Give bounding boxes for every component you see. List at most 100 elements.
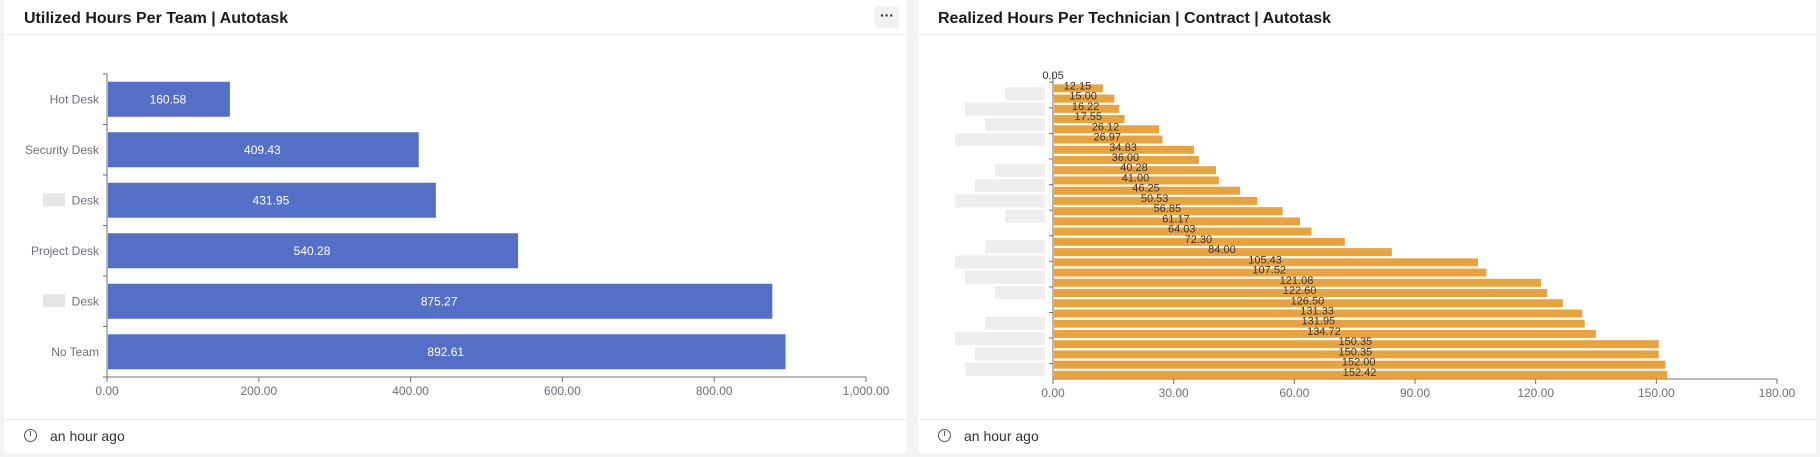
- bar-value-label: 84.00: [1208, 244, 1236, 256]
- bar: [108, 132, 419, 168]
- redacted-label-block: [985, 240, 1045, 254]
- bar: [1054, 145, 1195, 154]
- last-updated: an hour ago: [50, 428, 125, 444]
- more-options-button[interactable]: ···: [875, 6, 899, 28]
- x-tick-label: 180.00: [1759, 386, 1796, 400]
- bar: [1054, 155, 1199, 164]
- bar-value-label: 409.43: [244, 143, 281, 157]
- redacted-label-block: [965, 362, 1045, 376]
- redacted-label-block: [965, 102, 1045, 116]
- redacted-label-block: [43, 294, 65, 308]
- bar: [108, 283, 773, 319]
- bar-value-label: 105.43: [1248, 254, 1282, 266]
- redacted-label-block: [975, 347, 1045, 361]
- bar-value-label: 152.00: [1342, 357, 1376, 369]
- bar: [1054, 207, 1283, 216]
- bar: [1054, 329, 1596, 338]
- bar-value-label: 892.61: [427, 345, 464, 359]
- bar: [1054, 217, 1301, 226]
- bar-value-label: 50.53: [1141, 193, 1169, 205]
- bar-value-label: 41.00: [1122, 172, 1150, 184]
- bar-value-label: 36.00: [1112, 152, 1140, 164]
- bar-value-label: 15.00: [1069, 91, 1097, 103]
- bar-value-label: 160.58: [150, 92, 187, 106]
- bar: [1054, 237, 1345, 246]
- bar: [1054, 248, 1392, 257]
- category-label: Desk: [72, 294, 100, 308]
- redacted-label-block: [1005, 209, 1045, 223]
- bar: [1054, 186, 1241, 195]
- bar: [108, 81, 230, 117]
- redacted-label-block: [955, 133, 1045, 147]
- panel-footer: an hour ago: [918, 419, 1816, 454]
- bar-value-label: 152.42: [1343, 367, 1377, 379]
- bar: [1054, 176, 1219, 185]
- x-tick-label: 1,000.00: [843, 384, 890, 398]
- panel-title: Realized Hours Per Technician | Contract…: [938, 10, 1332, 27]
- x-tick-label: 600.00: [544, 384, 581, 398]
- clock-icon: [938, 429, 951, 442]
- bar-value-label: 56.85: [1154, 203, 1182, 215]
- x-tick-label: 0.00: [1041, 386, 1065, 400]
- bar-value-label: 16.22: [1072, 101, 1100, 113]
- bar-value-label: 131.33: [1300, 305, 1334, 317]
- category-label: Security Desk: [25, 143, 100, 157]
- x-tick-label: 200.00: [240, 384, 277, 398]
- bar-value-label: 34.83: [1109, 142, 1137, 154]
- bar: [1054, 196, 1258, 205]
- x-tick-label: 800.00: [696, 384, 733, 398]
- x-tick-label: 400.00: [392, 384, 429, 398]
- bar: [1054, 319, 1585, 328]
- bar: [1054, 299, 1563, 308]
- x-tick-label: 60.00: [1279, 386, 1309, 400]
- bar: [1054, 289, 1548, 298]
- clock-icon: [24, 429, 37, 442]
- bar-value-label: 61.17: [1162, 213, 1190, 225]
- bar-value-label: 150.35: [1339, 346, 1373, 358]
- redacted-label-block: [965, 270, 1045, 284]
- category-label: Project Desk: [31, 244, 100, 258]
- category-label: No Team: [51, 345, 99, 359]
- x-tick-label: 30.00: [1159, 386, 1189, 400]
- category-label: Hot Desk: [50, 92, 100, 106]
- bar-value-label: 17.55: [1075, 111, 1103, 123]
- redacted-label-block: [985, 316, 1045, 330]
- bar: [1054, 125, 1160, 134]
- x-tick-label: 150.00: [1638, 386, 1675, 400]
- x-tick-label: 120.00: [1517, 386, 1554, 400]
- bar-value-label: 26.12: [1092, 121, 1120, 133]
- bar-value-label: 131.95: [1302, 316, 1336, 328]
- bar: [108, 182, 436, 218]
- redacted-label-block: [975, 179, 1045, 193]
- redacted-label-block: [985, 117, 1045, 131]
- x-tick-label: 0.00: [95, 384, 119, 398]
- bar-value-label: 40.28: [1120, 162, 1148, 174]
- bar-value-label: 121.08: [1280, 275, 1314, 287]
- panel-header: Utilized Hours Per Team | Autotask ···: [4, 0, 907, 35]
- bar-value-label: 64.03: [1168, 224, 1196, 236]
- bar-value-label: 107.52: [1252, 265, 1286, 277]
- bar: [108, 334, 786, 370]
- bar-value-label: 431.95: [253, 193, 290, 207]
- panel-footer: an hour ago: [4, 419, 907, 454]
- bar: [1054, 166, 1217, 175]
- bar: [1054, 309, 1583, 318]
- category-label: Desk: [72, 193, 100, 207]
- bar: [1054, 278, 1542, 287]
- team-hours-chart: 160.58 Hot Desk 409.43 Security Desk 431.95 D…: [25, 73, 890, 398]
- redacted-label-block: [43, 193, 65, 207]
- bar-value-label: 150.35: [1339, 336, 1373, 348]
- redacted-label-block: [955, 255, 1045, 269]
- realized-hours-panel: Realized Hours Per Technician | Contract…: [918, 0, 1816, 453]
- bar: [1054, 84, 1103, 93]
- bar: [1054, 268, 1487, 277]
- redacted-label-block: [955, 194, 1045, 208]
- bar: [1054, 227, 1312, 236]
- bar: [1054, 350, 1659, 359]
- panel-header: Realized Hours Per Technician | Contract…: [918, 0, 1816, 35]
- bar-value-label: 875.27: [421, 294, 458, 308]
- x-tick-label: 90.00: [1400, 386, 1430, 400]
- redacted-label-block: [955, 332, 1045, 346]
- bar: [1054, 115, 1125, 124]
- bar-value-label: 72.30: [1185, 234, 1213, 246]
